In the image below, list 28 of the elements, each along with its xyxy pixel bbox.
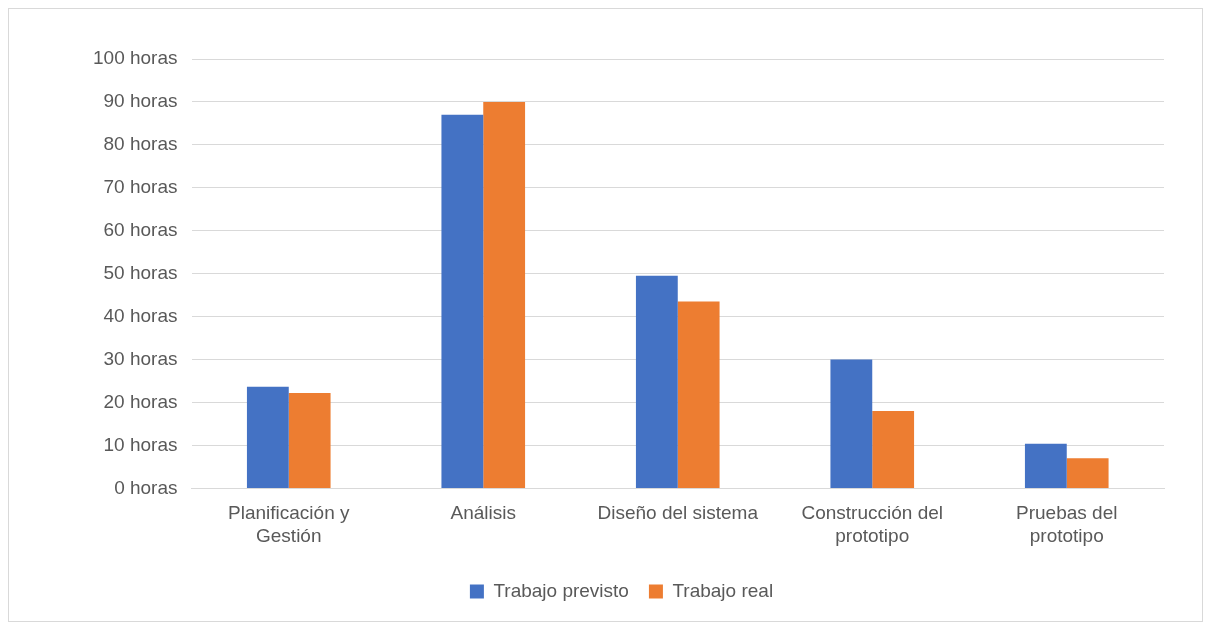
y-tick-label: 60 horas	[103, 218, 178, 240]
legend-label: Trabajo real	[672, 579, 774, 601]
legend-label: Trabajo previsto	[493, 579, 629, 601]
x-tick-label: Planificación y Gestión	[228, 502, 350, 546]
x-tick-label: Construcción del prototipo	[801, 502, 944, 546]
y-tick-label: 20 horas	[103, 390, 178, 412]
y-tick-label: 100 horas	[92, 47, 178, 69]
bar	[635, 275, 678, 488]
y-tick-label: 40 horas	[103, 304, 178, 326]
y-tick-label: 0 horas	[114, 476, 178, 498]
x-tick-label: Pruebas del prototipo	[1016, 502, 1118, 546]
x-tick-label: Análisis	[450, 502, 516, 524]
y-tick-label: 30 horas	[103, 347, 178, 369]
bar	[677, 301, 720, 488]
bar	[441, 114, 484, 488]
y-tick-label: 50 horas	[103, 261, 178, 283]
bar	[1024, 443, 1067, 488]
bar	[483, 101, 526, 488]
y-tick-label: 10 horas	[103, 433, 178, 455]
y-tick-label: 80 horas	[103, 133, 178, 155]
y-tick-label: 90 horas	[103, 90, 178, 112]
bar	[1066, 458, 1109, 488]
bar	[830, 359, 873, 488]
y-tick-label: 70 horas	[103, 176, 178, 198]
bar	[288, 393, 331, 488]
bar	[872, 411, 915, 488]
x-tick-label: Diseño del sistema	[597, 502, 759, 524]
bar	[246, 386, 289, 488]
